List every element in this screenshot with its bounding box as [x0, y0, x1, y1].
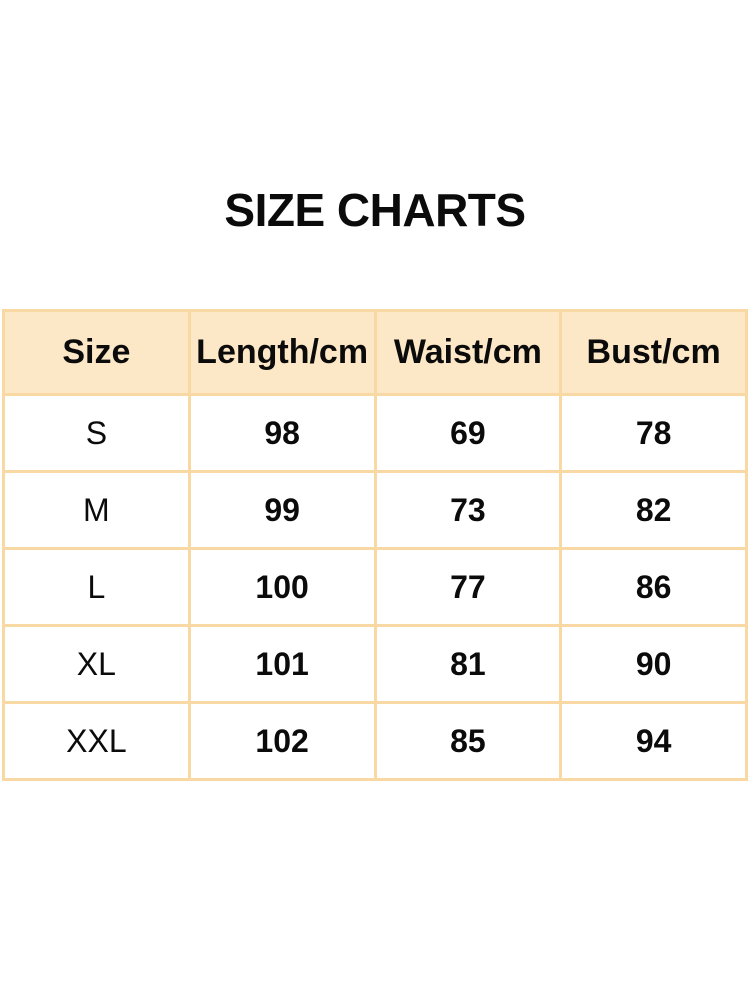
column-header-bust: Bust/cm [559, 309, 748, 396]
cell-waist: 81 [373, 624, 563, 704]
size-chart-table: Size Length/cm Waist/cm Bust/cm S 98 69 … [2, 309, 748, 781]
cell-length: 101 [187, 624, 377, 704]
table-row-xxl: XXL 102 85 94 [2, 701, 748, 781]
cell-size: S [2, 393, 191, 473]
cell-length: 99 [187, 470, 377, 550]
cell-size: XXL [2, 701, 191, 781]
cell-waist: 85 [373, 701, 563, 781]
cell-bust: 78 [559, 393, 748, 473]
cell-length: 102 [187, 701, 377, 781]
column-header-waist: Waist/cm [373, 309, 563, 396]
cell-bust: 90 [559, 624, 748, 704]
cell-length: 100 [187, 547, 377, 627]
cell-waist: 69 [373, 393, 563, 473]
cell-length: 98 [187, 393, 377, 473]
column-header-size: Size [2, 309, 191, 396]
table-row-m: M 99 73 82 [2, 470, 748, 550]
cell-size: XL [2, 624, 191, 704]
cell-size: L [2, 547, 191, 627]
table-header: Size Length/cm Waist/cm Bust/cm [2, 309, 748, 396]
cell-bust: 82 [559, 470, 748, 550]
cell-waist: 77 [373, 547, 563, 627]
page-title: SIZE CHARTS [224, 184, 526, 236]
cell-waist: 73 [373, 470, 563, 550]
table-body: S 98 69 78 M 99 73 82 L 100 77 86 XL 101… [2, 393, 748, 781]
cell-bust: 94 [559, 701, 748, 781]
cell-size: M [2, 470, 191, 550]
table-row-xl: XL 101 81 90 [2, 624, 748, 704]
column-header-length: Length/cm [187, 309, 377, 396]
table-row-s: S 98 69 78 [2, 393, 748, 473]
header-row: Size Length/cm Waist/cm Bust/cm [2, 309, 748, 396]
cell-bust: 86 [559, 547, 748, 627]
table-row-l: L 100 77 86 [2, 547, 748, 627]
